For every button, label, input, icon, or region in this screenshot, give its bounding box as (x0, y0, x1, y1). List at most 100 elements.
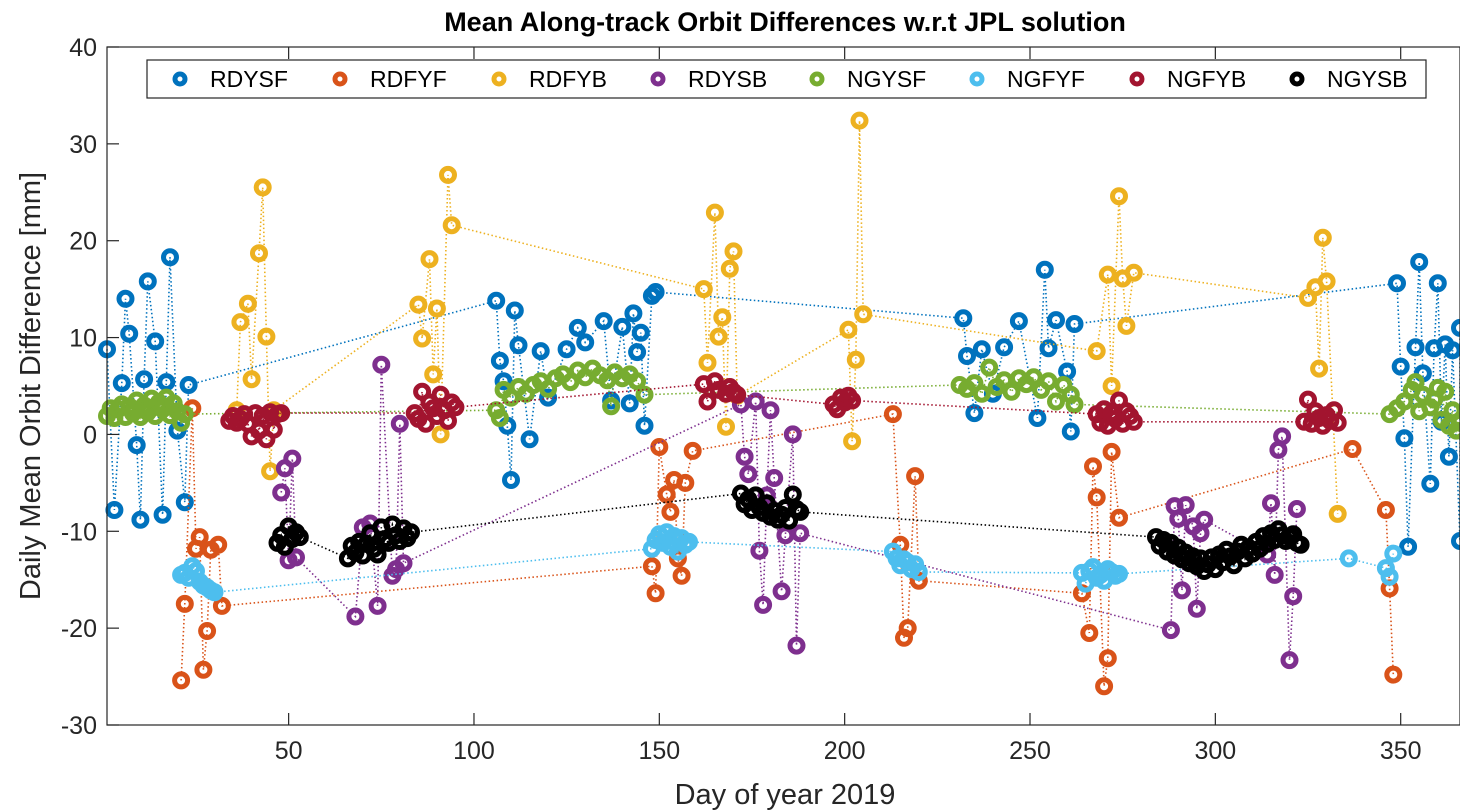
data-point (839, 320, 858, 339)
data-point (112, 374, 131, 393)
series-rdysb (272, 355, 1306, 670)
data-point (439, 165, 457, 184)
data-point (746, 392, 765, 411)
data-point (1080, 624, 1099, 642)
data-point (672, 566, 691, 585)
series-ngfyf (172, 523, 1403, 602)
data-point (116, 289, 135, 308)
data-point (1098, 649, 1117, 668)
legend-marker (1289, 71, 1305, 87)
data-point (1102, 442, 1121, 461)
series-ngysb (268, 484, 1310, 580)
data-point (1328, 504, 1347, 523)
x-tick-label: 200 (824, 737, 866, 765)
data-point (1339, 549, 1358, 568)
legend-label: NGYSF (847, 66, 926, 92)
data-point (1313, 228, 1332, 247)
data-point (698, 353, 717, 372)
data-point (175, 405, 194, 424)
legend-entry-ngysf: NGYSF (809, 66, 926, 92)
data-point (628, 343, 647, 362)
data-point (972, 340, 991, 359)
data-point (972, 384, 991, 403)
data-point (1009, 312, 1028, 331)
data-point (1284, 587, 1303, 606)
data-point (402, 523, 420, 542)
data-point (153, 505, 172, 524)
x-tick-label: 150 (638, 737, 680, 765)
data-point (1169, 509, 1188, 528)
axis-ticks: 50 100 150 200 250 300 350 -30 -20 -10 0 10 20 30 40 (61, 34, 1422, 765)
data-point (676, 473, 695, 492)
data-point (1173, 581, 1191, 600)
series-group (98, 111, 1460, 696)
data-point (1291, 535, 1310, 554)
data-point (728, 385, 747, 404)
data-point (1421, 474, 1440, 493)
data-point (175, 594, 194, 613)
data-point (427, 299, 446, 318)
legend-label: RDYSB (688, 66, 767, 92)
data-point (1065, 315, 1084, 333)
data-point (1451, 318, 1460, 337)
data-point (613, 317, 632, 336)
data-point (1098, 265, 1117, 284)
data-point (138, 272, 157, 291)
data-point (635, 385, 654, 404)
data-point (791, 524, 810, 543)
data-point (954, 309, 973, 328)
data-point (1439, 447, 1458, 466)
legend-marker (969, 71, 985, 87)
data-point (1110, 187, 1128, 206)
data-point (1280, 651, 1299, 670)
data-point (1124, 263, 1143, 282)
data-point (720, 259, 739, 278)
data-point (557, 340, 576, 359)
data-point (105, 501, 124, 519)
legend-marker (491, 71, 507, 87)
data-point (576, 333, 595, 352)
data-point (620, 394, 639, 413)
plot-frame (106, 46, 1460, 726)
data-point (1110, 564, 1128, 583)
data-point (713, 308, 732, 327)
legend-marker (1129, 71, 1145, 87)
data-point (1110, 508, 1128, 527)
legend-entry-rdysf: RDYSF (172, 66, 288, 92)
data-point (724, 242, 743, 261)
data-point (735, 447, 754, 466)
data-point (190, 528, 209, 547)
data-point (390, 414, 409, 433)
data-point (1451, 532, 1460, 550)
series-line (276, 492, 1301, 574)
data-point (1065, 395, 1084, 414)
data-point (446, 398, 465, 417)
data-point (346, 607, 365, 626)
x-tick-label: 350 (1380, 737, 1422, 765)
data-point (242, 370, 261, 389)
data-point (898, 619, 917, 638)
series-ngysf (98, 358, 1460, 440)
legend-marker (809, 71, 825, 87)
legend-label: NGYSB (1327, 66, 1408, 92)
data-point (494, 372, 513, 391)
data-point (568, 318, 587, 337)
legend-label: RDFYB (529, 66, 607, 92)
y-tick-label: -10 (61, 518, 97, 546)
data-point (657, 485, 676, 504)
y-tick-label: -30 (61, 712, 97, 740)
data-point (1447, 421, 1460, 440)
data-point (1273, 427, 1292, 446)
data-point (1187, 599, 1206, 618)
data-point (1376, 501, 1395, 519)
data-point (416, 414, 435, 433)
data-point (694, 280, 713, 299)
data-point (368, 596, 387, 615)
data-point (490, 409, 509, 427)
legend-entry-ngfyf: NGFYF (969, 66, 1085, 92)
data-point (283, 449, 302, 468)
legend-marker (172, 71, 188, 87)
data-point (502, 471, 520, 489)
data-point (205, 583, 224, 602)
